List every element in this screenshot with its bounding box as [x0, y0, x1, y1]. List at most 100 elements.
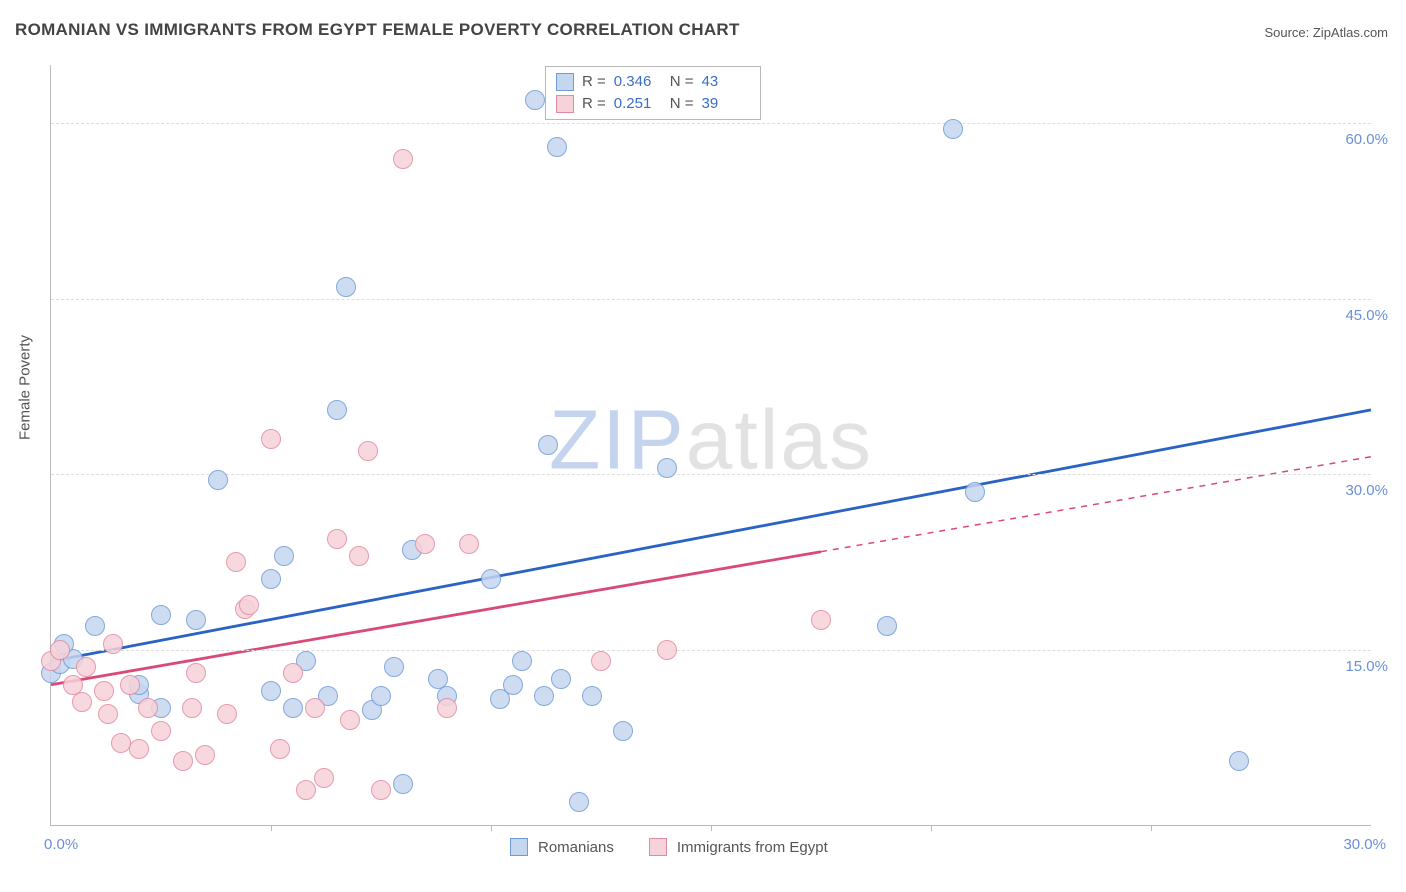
scatter-point — [481, 569, 501, 589]
scatter-point — [261, 429, 281, 449]
r-value-series1: 0.346 — [614, 71, 662, 93]
scatter-point — [76, 657, 96, 677]
scatter-point — [50, 640, 70, 660]
scatter-point — [437, 698, 457, 718]
scatter-point — [547, 137, 567, 157]
x-tick — [1151, 825, 1152, 831]
legend-swatch-series1 — [556, 73, 574, 91]
scatter-point — [551, 669, 571, 689]
scatter-point — [195, 745, 215, 765]
scatter-point — [657, 458, 677, 478]
scatter-point — [182, 698, 202, 718]
scatter-point — [943, 119, 963, 139]
scatter-point — [657, 640, 677, 660]
scatter-point — [98, 704, 118, 724]
correlation-legend: R = 0.346 N = 43 R = 0.251 N = 39 — [545, 66, 761, 120]
scatter-point — [274, 546, 294, 566]
scatter-point — [226, 552, 246, 572]
scatter-point — [534, 686, 554, 706]
scatter-point — [340, 710, 360, 730]
scatter-point — [393, 149, 413, 169]
legend-bottom-label2: Immigrants from Egypt — [677, 839, 828, 856]
scatter-point — [349, 546, 369, 566]
scatter-point — [371, 780, 391, 800]
legend-swatch-series2 — [556, 95, 574, 113]
y-tick-label: 45.0% — [1345, 307, 1388, 324]
y-tick-label: 60.0% — [1345, 131, 1388, 148]
y-axis-title: Female Poverty — [17, 335, 34, 440]
x-axis-max-label: 30.0% — [1343, 836, 1386, 853]
legend-bottom-swatch1 — [510, 838, 528, 856]
scatter-point — [415, 534, 435, 554]
scatter-point — [613, 721, 633, 741]
scatter-point — [525, 90, 545, 110]
trend-lines — [51, 65, 1371, 825]
r-value-series2: 0.251 — [614, 93, 662, 115]
scatter-point — [151, 605, 171, 625]
series-legend: Romanians Immigrants from Egypt — [510, 838, 828, 856]
x-tick — [271, 825, 272, 831]
scatter-point — [283, 698, 303, 718]
scatter-point — [103, 634, 123, 654]
scatter-point — [72, 692, 92, 712]
scatter-point — [503, 675, 523, 695]
scatter-point — [208, 470, 228, 490]
y-tick-label: 30.0% — [1345, 482, 1388, 499]
legend-bottom-swatch2 — [649, 838, 667, 856]
scatter-point — [358, 441, 378, 461]
scatter-point — [327, 529, 347, 549]
scatter-point — [569, 792, 589, 812]
chart-plot-area: ZIPatlas — [50, 65, 1371, 826]
trend-line-solid — [51, 410, 1371, 661]
scatter-point — [138, 698, 158, 718]
gridline — [51, 299, 1371, 300]
scatter-point — [459, 534, 479, 554]
scatter-point — [261, 569, 281, 589]
x-tick — [491, 825, 492, 831]
scatter-point — [173, 751, 193, 771]
scatter-point — [393, 774, 413, 794]
n-label: N = — [670, 93, 694, 115]
scatter-point — [591, 651, 611, 671]
trend-line-dashed — [821, 457, 1371, 552]
scatter-point — [186, 610, 206, 630]
scatter-point — [1229, 751, 1249, 771]
scatter-point — [384, 657, 404, 677]
scatter-point — [305, 698, 325, 718]
r-label: R = — [582, 93, 606, 115]
scatter-point — [296, 780, 316, 800]
scatter-point — [120, 675, 140, 695]
chart-title: ROMANIAN VS IMMIGRANTS FROM EGYPT FEMALE… — [15, 20, 740, 40]
scatter-point — [512, 651, 532, 671]
scatter-point — [85, 616, 105, 636]
scatter-point — [538, 435, 558, 455]
scatter-point — [371, 686, 391, 706]
scatter-point — [186, 663, 206, 683]
scatter-point — [94, 681, 114, 701]
scatter-point — [336, 277, 356, 297]
gridline — [51, 650, 1371, 651]
scatter-point — [877, 616, 897, 636]
scatter-point — [283, 663, 303, 683]
scatter-point — [582, 686, 602, 706]
n-value-series2: 39 — [702, 93, 750, 115]
legend-row-series2: R = 0.251 N = 39 — [556, 93, 750, 115]
scatter-point — [217, 704, 237, 724]
scatter-point — [811, 610, 831, 630]
scatter-point — [239, 595, 259, 615]
scatter-point — [327, 400, 347, 420]
gridline — [51, 123, 1371, 124]
x-tick — [931, 825, 932, 831]
legend-row-series1: R = 0.346 N = 43 — [556, 71, 750, 93]
source-attribution: Source: ZipAtlas.com — [1264, 25, 1388, 40]
y-tick-label: 15.0% — [1345, 658, 1388, 675]
scatter-point — [129, 739, 149, 759]
scatter-point — [314, 768, 334, 788]
legend-bottom-label1: Romanians — [538, 839, 614, 856]
x-tick — [711, 825, 712, 831]
n-value-series1: 43 — [702, 71, 750, 93]
scatter-point — [151, 721, 171, 741]
gridline — [51, 474, 1371, 475]
r-label: R = — [582, 71, 606, 93]
x-axis-min-label: 0.0% — [44, 836, 78, 853]
